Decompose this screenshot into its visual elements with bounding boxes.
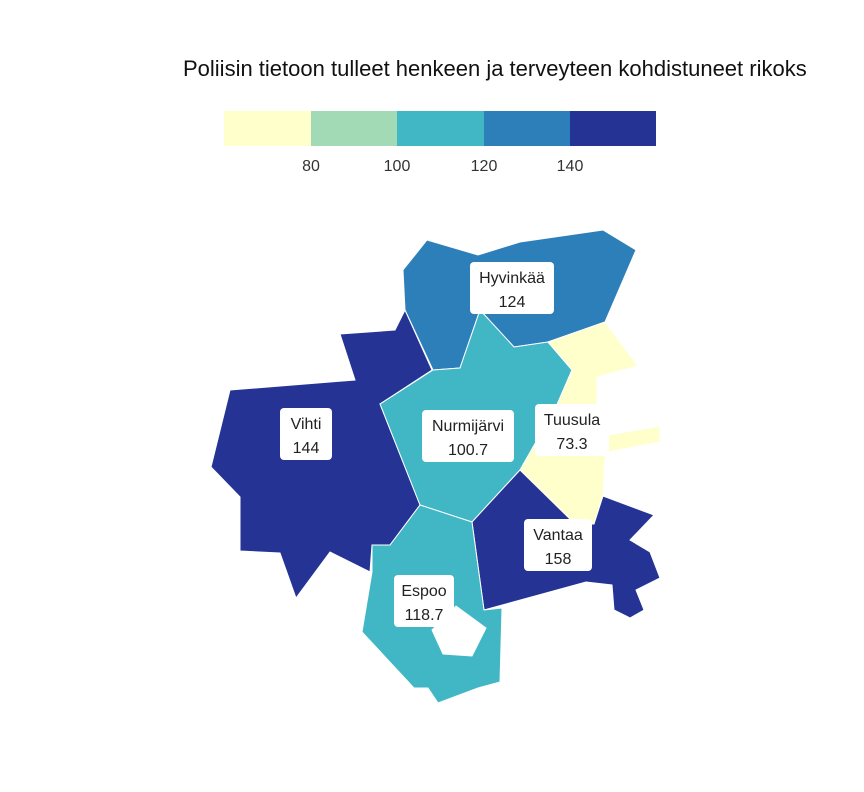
label-tuusula-name: Tuusula — [544, 412, 600, 429]
label-nurmijarvi-value: 100.7 — [448, 442, 488, 459]
legend-tick-100: 100 — [384, 158, 411, 175]
label-hyvinkaa-value: 124 — [499, 294, 526, 311]
label-vantaa-value: 158 — [545, 551, 572, 568]
label-vihti: Vihti 144 — [280, 408, 332, 460]
label-nurmijarvi: Nurmijärvi 100.7 — [422, 410, 514, 462]
label-vantaa-name: Vantaa — [533, 527, 583, 544]
label-espoo: Espoo 118.7 — [394, 575, 454, 627]
legend-bin-4 — [484, 111, 570, 146]
map-title: Poliisin tietoon tulleet henkeen ja terv… — [183, 56, 807, 81]
region-labels: Hyvinkää 124 Nurmijärvi 100.7 Tuusula 73… — [280, 262, 609, 627]
legend-bin-5 — [570, 111, 656, 146]
legend: 80 100 120 140 — [224, 111, 656, 175]
label-tuusula: Tuusula 73.3 — [535, 404, 609, 456]
label-espoo-value: 118.7 — [405, 607, 444, 624]
region-tuusula-part[interactable] — [607, 425, 661, 453]
legend-tick-140: 140 — [557, 158, 584, 175]
label-hyvinkaa: Hyvinkää 124 — [470, 262, 554, 314]
legend-tick-120: 120 — [471, 158, 498, 175]
label-espoo-name: Espoo — [401, 583, 446, 600]
regions — [210, 229, 661, 704]
legend-bin-1 — [224, 111, 311, 146]
label-hyvinkaa-name: Hyvinkää — [479, 270, 545, 287]
legend-bin-3 — [397, 111, 484, 146]
label-nurmijarvi-name: Nurmijärvi — [432, 418, 504, 435]
label-vantaa: Vantaa 158 — [524, 519, 592, 571]
legend-bin-2 — [311, 111, 397, 146]
label-vihti-value: 144 — [293, 440, 320, 457]
label-tuusula-value: 73.3 — [556, 436, 587, 453]
legend-tick-80: 80 — [302, 158, 320, 175]
label-vihti-name: Vihti — [291, 416, 322, 433]
